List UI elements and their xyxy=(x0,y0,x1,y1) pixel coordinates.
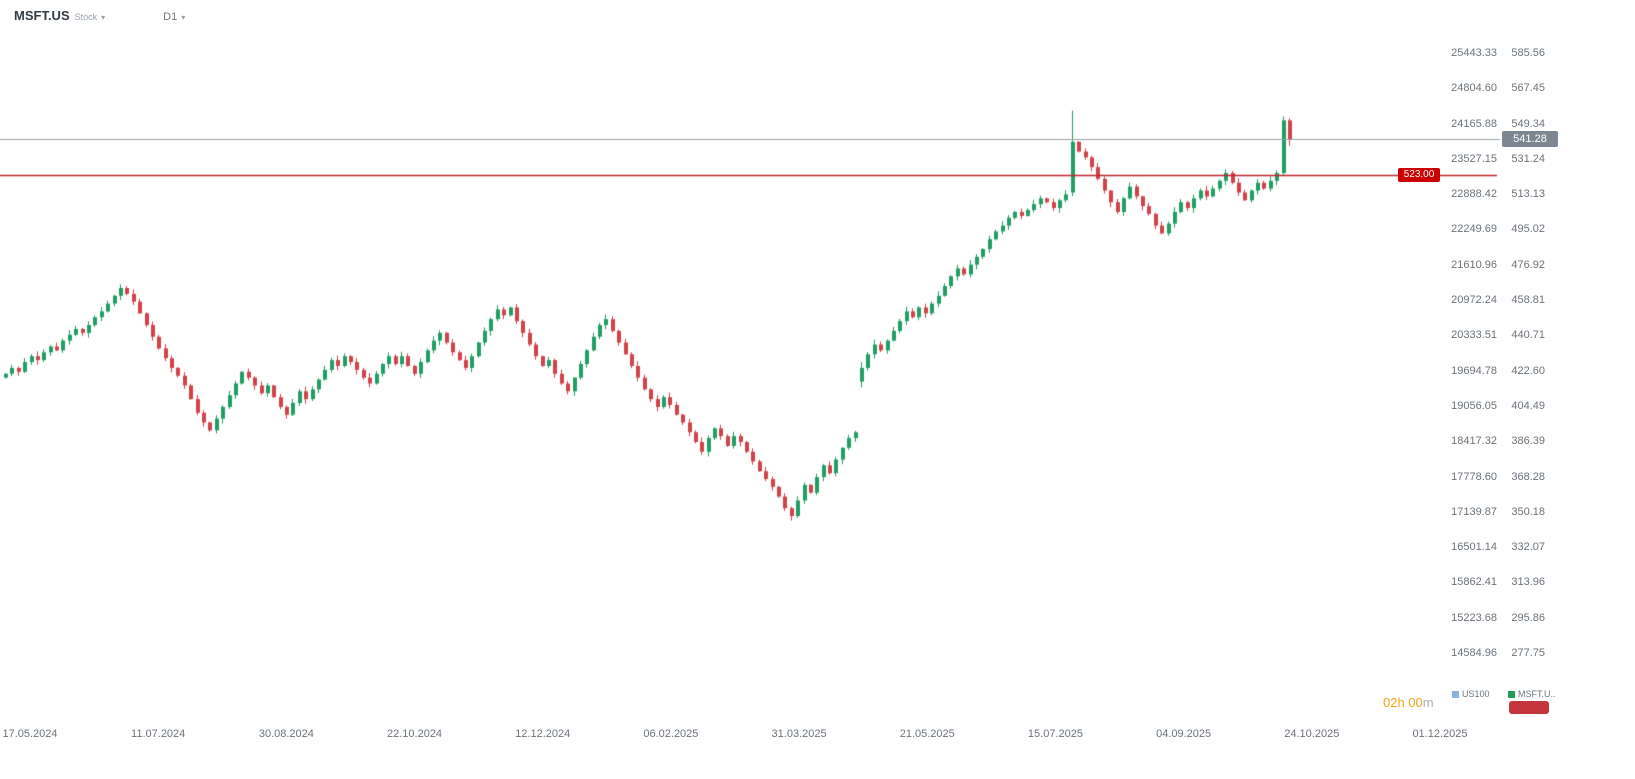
red-indicator-badge[interactable] xyxy=(1509,701,1549,714)
price-tick-label: 295.86 xyxy=(1511,611,1545,624)
price-tick-label: 386.39 xyxy=(1511,435,1545,448)
countdown-value: 02h 00 xyxy=(1383,695,1423,710)
chevron-down-icon: ▾ xyxy=(181,13,186,22)
price-tick-label: 350.18 xyxy=(1511,505,1545,518)
price-tick-label: 513.13 xyxy=(1511,188,1545,201)
price-tick-label: 17139.87 xyxy=(1451,505,1497,518)
current-price-tag: 541.28 xyxy=(1502,131,1558,148)
price-alert-tag[interactable]: 523.00 xyxy=(1398,167,1440,182)
date-tick-label: 01.12.2025 xyxy=(1412,728,1468,740)
price-tick-label: 585.56 xyxy=(1511,47,1545,59)
instrument-type-label: Stock xyxy=(74,12,98,22)
price-tick-label: 17778.60 xyxy=(1451,470,1497,483)
price-tick-label: 404.49 xyxy=(1511,399,1545,412)
price-tick-label: 422.60 xyxy=(1511,364,1545,377)
price-tick-label: 277.75 xyxy=(1511,647,1545,659)
price-tick-label: 22249.69 xyxy=(1451,223,1497,236)
price-tick-label: 23527.15 xyxy=(1451,152,1497,165)
price-tick-label: 495.02 xyxy=(1511,223,1545,236)
price-tick-label: 20333.51 xyxy=(1451,329,1497,342)
date-tick-label: 12.12.2024 xyxy=(515,728,571,740)
price-tick-label: 332.07 xyxy=(1511,541,1545,554)
instrument-header: MSFT.US Stock ▾ D1 ▾ xyxy=(14,8,185,23)
price-tick-label: 18417.32 xyxy=(1451,435,1497,448)
countdown-unit: m xyxy=(1422,695,1434,710)
date-tick-label: 22.10.2024 xyxy=(387,728,443,740)
price-tick-label: 549.34 xyxy=(1511,117,1545,130)
price-tick-label: 313.96 xyxy=(1511,576,1545,589)
us100-color-swatch xyxy=(1452,690,1459,698)
candle-countdown: 02h 00m xyxy=(1383,695,1434,710)
price-tick-label: 16501.14 xyxy=(1451,541,1497,554)
date-tick-label: 17.05.2024 xyxy=(2,728,58,740)
price-tick-label: 24165.88 xyxy=(1451,117,1497,130)
price-tick-label: 567.45 xyxy=(1511,82,1545,95)
price-tick-label: 531.24 xyxy=(1511,152,1545,165)
timeframe-selector[interactable]: D1 ▾ xyxy=(163,11,185,23)
price-tick-label: 20972.24 xyxy=(1451,294,1497,307)
date-tick-label: 21.05.2025 xyxy=(899,728,955,740)
date-tick-label: 11.07.2024 xyxy=(131,728,186,740)
date-tick-label: 30.08.2024 xyxy=(258,728,314,740)
date-tick-label: 31.03.2025 xyxy=(771,728,827,740)
price-tick-label: 19056.05 xyxy=(1451,399,1497,412)
legend-us100-label: US100 xyxy=(1462,689,1490,699)
msft-color-swatch xyxy=(1508,690,1515,698)
price-tick-label: 14584.96 xyxy=(1451,647,1497,659)
price-tick-label: 15223.68 xyxy=(1451,611,1497,624)
timeframe-label: D1 xyxy=(163,11,178,23)
price-tick-label: 24804.60 xyxy=(1451,82,1497,95)
price-tick-label: 15862.41 xyxy=(1451,576,1497,589)
symbol-name[interactable]: MSFT.US xyxy=(14,8,70,23)
price-tick-label: 440.71 xyxy=(1511,329,1545,342)
us100-price-axis[interactable]: 25443.33 24804.60 24165.88 23527.15 22888.42… xyxy=(1417,0,1497,700)
price-tick-label: 22888.42 xyxy=(1451,188,1497,201)
price-tick-label: 476.92 xyxy=(1511,258,1545,271)
date-tick-label: 15.07.2025 xyxy=(1027,728,1083,740)
chevron-down-icon[interactable]: ▾ xyxy=(101,13,106,22)
legend-msft[interactable]: MSFT.U.. xyxy=(1508,689,1556,699)
price-tick-label: 19694.78 xyxy=(1451,364,1497,377)
legend-msft-label: MSFT.U.. xyxy=(1518,689,1556,699)
price-tick-label: 25443.33 xyxy=(1451,47,1497,59)
price-tick-label: 458.81 xyxy=(1511,294,1545,307)
msft-price-axis[interactable]: 585.56 567.45 549.34 531.24 513.13 495.02 476.… xyxy=(1485,0,1545,700)
legend-us100[interactable]: US100 xyxy=(1452,689,1490,699)
date-tick-label: 04.09.2025 xyxy=(1156,728,1212,740)
date-tick-label: 24.10.2025 xyxy=(1284,728,1340,740)
price-tick-label: 368.28 xyxy=(1511,470,1545,483)
time-axis[interactable]: 17.05.2024 11.07.2024 30.08.2024 22.10.2024… xyxy=(0,722,1500,746)
date-tick-label: 06.02.2025 xyxy=(643,728,699,740)
price-tick-label: 21610.96 xyxy=(1451,258,1497,271)
